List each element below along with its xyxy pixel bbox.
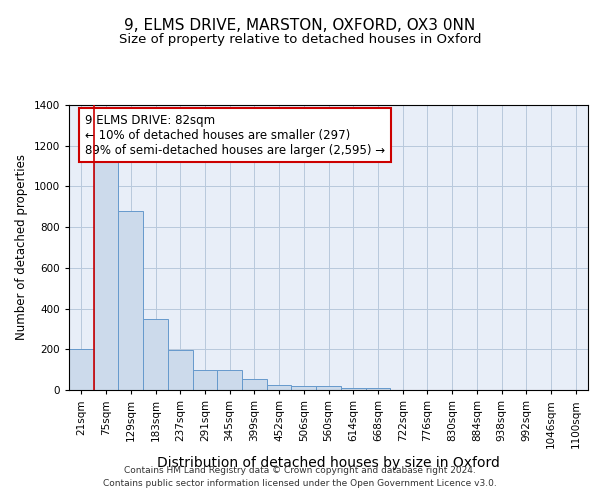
Bar	[143, 319, 168, 390]
Text: 9 ELMS DRIVE: 82sqm
← 10% of detached houses are smaller (297)
89% of semi-detac: 9 ELMS DRIVE: 82sqm ← 10% of detached ho…	[85, 114, 385, 156]
Text: Contains HM Land Registry data © Crown copyright and database right 2024.
Contai: Contains HM Land Registry data © Crown c…	[103, 466, 497, 487]
Bar	[316, 386, 341, 390]
Text: 9, ELMS DRIVE, MARSTON, OXFORD, OX3 0NN: 9, ELMS DRIVE, MARSTON, OXFORD, OX3 0NN	[124, 18, 476, 32]
Bar	[267, 385, 292, 390]
Y-axis label: Number of detached properties: Number of detached properties	[15, 154, 28, 340]
X-axis label: Distribution of detached houses by size in Oxford: Distribution of detached houses by size …	[157, 456, 500, 470]
Bar	[217, 370, 242, 390]
Bar	[94, 160, 118, 390]
Bar	[292, 386, 316, 390]
Bar	[118, 211, 143, 390]
Bar	[365, 388, 390, 390]
Bar	[69, 350, 94, 390]
Bar	[193, 370, 217, 390]
Bar	[341, 388, 365, 390]
Bar	[168, 350, 193, 390]
Bar	[242, 379, 267, 390]
Text: Size of property relative to detached houses in Oxford: Size of property relative to detached ho…	[119, 32, 481, 46]
